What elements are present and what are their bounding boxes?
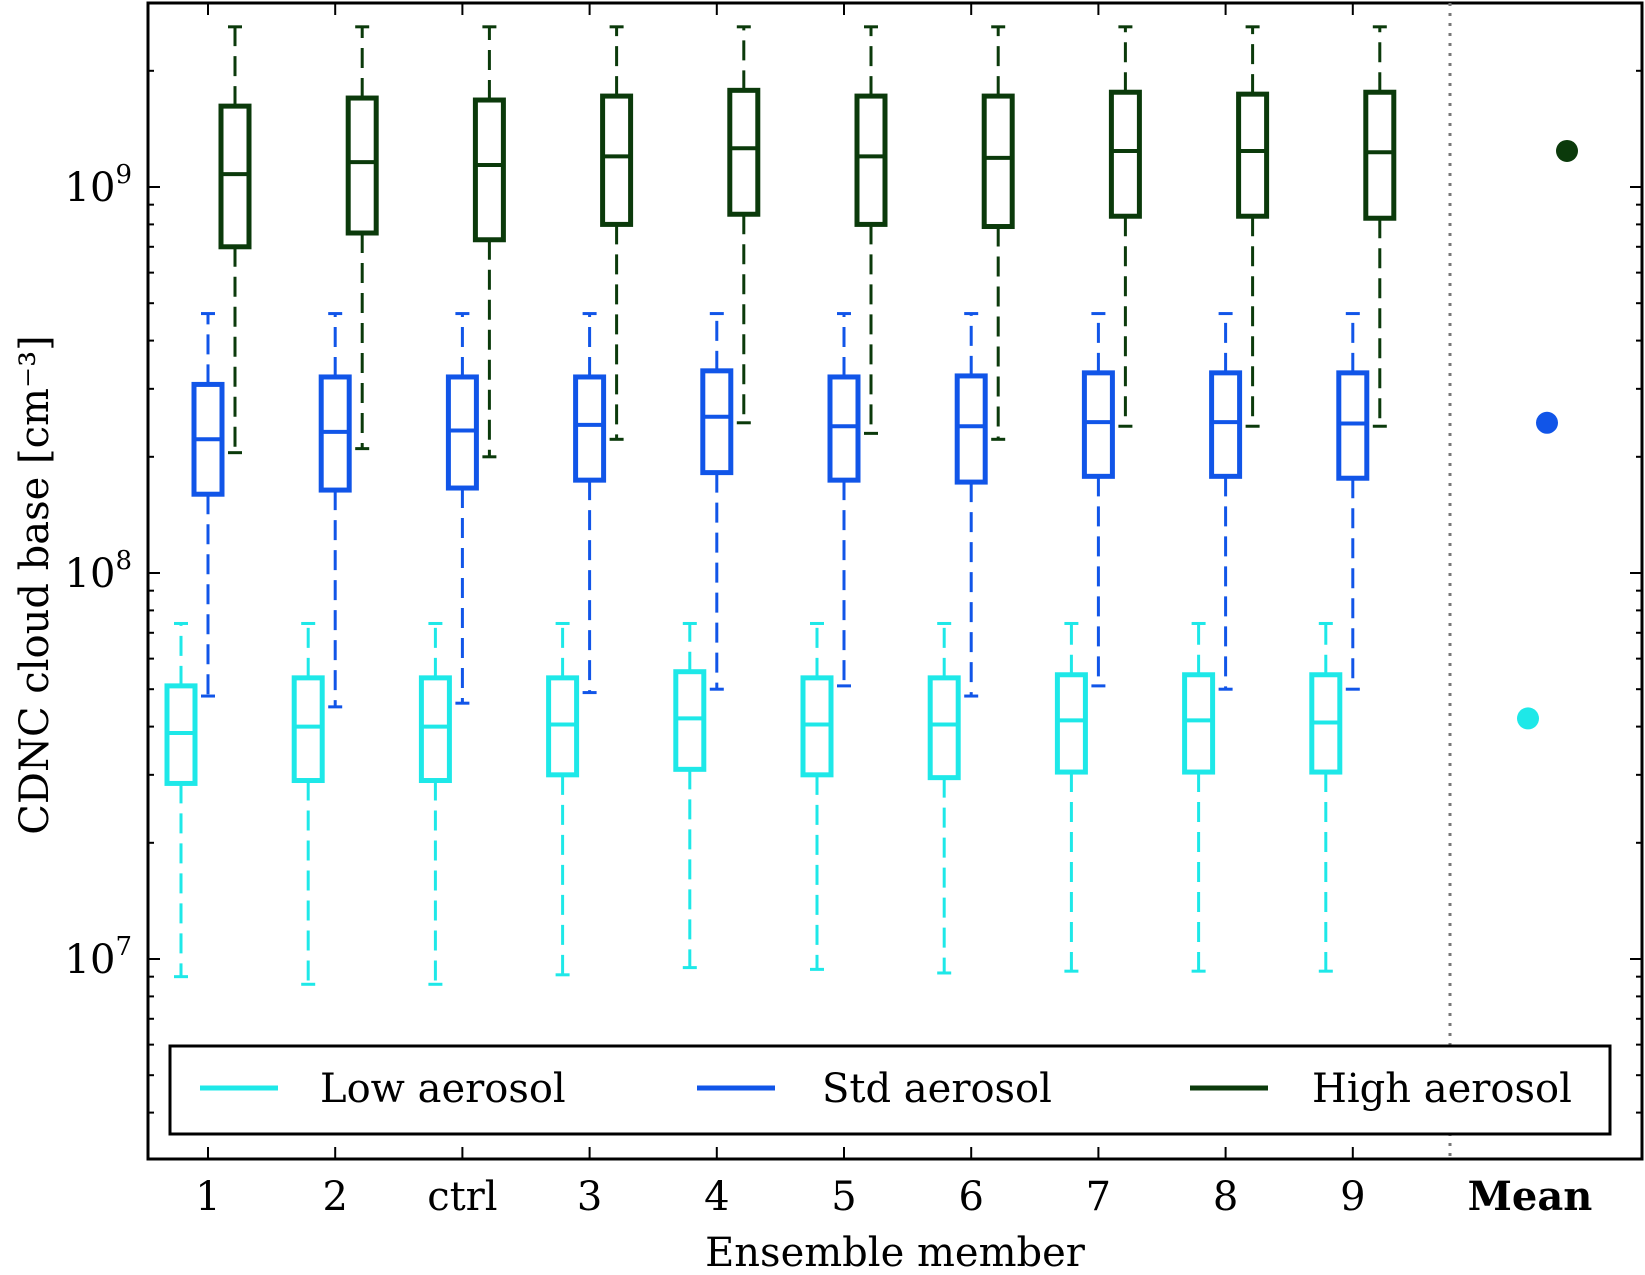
x-tick-label: 2 [322, 1174, 347, 1220]
box [1182, 672, 1216, 775]
chart-marks [164, 25, 1578, 986]
box [472, 97, 506, 243]
series-high-aerosol [218, 25, 1397, 459]
box [345, 95, 379, 236]
box [218, 103, 252, 250]
box [854, 93, 888, 227]
box [600, 93, 634, 227]
box [827, 374, 861, 483]
series-low-aerosol [164, 621, 1343, 986]
x-tick-label: 5 [831, 1174, 856, 1220]
y-axis-ticks: 107 108 109 [65, 69, 1642, 1114]
legend: Low aerosol Std aerosol High aerosol [168, 1044, 1612, 1136]
x-tick-label: 9 [1340, 1174, 1365, 1220]
x-tick-label: 8 [1213, 1174, 1238, 1220]
x-tick-label: 7 [1086, 1174, 1111, 1220]
x-tick-label: 3 [577, 1174, 602, 1220]
box [1236, 91, 1270, 219]
x-tick-label-mean: Mean [1468, 1173, 1593, 1220]
box [1336, 370, 1370, 481]
x-tick-label: 6 [958, 1174, 983, 1220]
series-std-aerosol [191, 312, 1370, 709]
box [1363, 89, 1397, 221]
legend-label-std-aerosol: Std aerosol [822, 1066, 1052, 1112]
box [981, 93, 1015, 230]
x-tick-label: ctrl [427, 1174, 497, 1220]
mean-marker [1536, 411, 1558, 434]
x-axis-label: Ensemble member [705, 1230, 1086, 1275]
box [445, 374, 479, 491]
mean-marker [1556, 139, 1578, 162]
box [573, 374, 607, 483]
box [418, 675, 452, 784]
box [927, 675, 961, 781]
plot-frame [146, 1, 1644, 1161]
box [291, 675, 325, 784]
y-tick-label: 107 [65, 932, 132, 983]
y-tick-label: 109 [65, 160, 132, 211]
legend-label-high-aerosol: High aerosol [1312, 1066, 1572, 1112]
y-tick-label: 108 [65, 546, 132, 597]
legend-label-low-aerosol: Low aerosol [320, 1066, 566, 1112]
x-tick-label: 1 [195, 1174, 220, 1220]
legend-box [168, 1044, 1612, 1136]
box [1108, 89, 1142, 219]
box [673, 669, 707, 772]
box [1054, 672, 1088, 775]
y-axis-label: CDNC cloud base [cm⁻³] [12, 335, 58, 834]
box [1209, 370, 1243, 479]
mean-marker [1517, 707, 1539, 730]
x-axis-ticks: 1 2 ctrl 3 4 5 6 7 8 9 Mean [195, 3, 1592, 1220]
box [727, 87, 761, 217]
box [954, 373, 988, 485]
x-tick-label: 4 [704, 1174, 729, 1220]
box [700, 368, 734, 476]
box [1081, 370, 1115, 479]
